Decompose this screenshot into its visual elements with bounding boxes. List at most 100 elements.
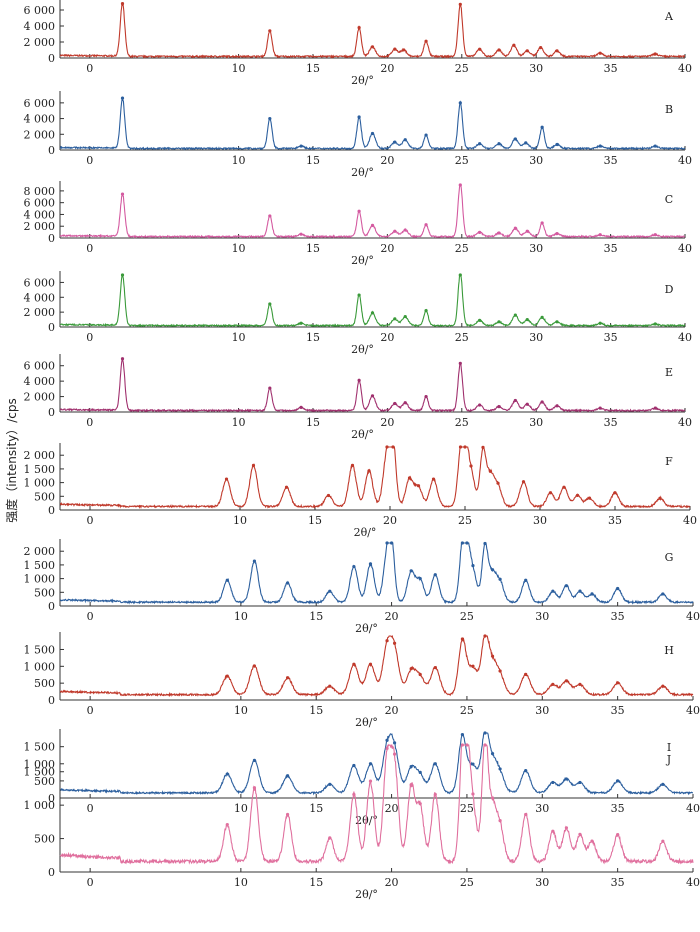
panel-label-J: J [666,753,671,766]
peak-point [458,361,462,365]
x-tick-label: 40 [678,242,692,255]
y-tick-label: 1 500 [24,643,56,656]
peak-point [268,302,272,306]
peak-point [285,581,290,585]
peak-point [326,493,331,498]
peak-point [578,780,582,785]
peak-point [385,746,389,750]
peak-point [224,477,229,481]
y-tick-label: 0 [48,694,55,707]
x-tick-label: 0 [87,610,94,623]
peak-point [299,321,303,325]
x-tick-label: 15 [306,331,320,344]
y-tick-label: 0 [48,406,55,419]
peak-point [350,463,355,467]
peak-point [424,133,428,137]
peak-point [268,214,272,218]
peak-point [268,386,272,390]
peak-point [578,682,582,686]
peak-point [483,541,487,546]
peak-point [393,47,397,51]
peak-point [392,641,397,645]
x-tick-label: 25 [455,242,469,255]
peak-point [393,229,397,233]
x-tick-label: 15 [306,416,320,429]
x-tick-label: 25 [455,416,469,429]
peak-point [391,445,395,449]
x-tick-label: 0 [86,62,93,75]
peak-point [352,792,356,797]
x-tick-label: 15 [306,62,320,75]
peak-point [551,682,555,686]
xrd-pattern-B [59,96,686,151]
peak-point [252,758,257,762]
peak-point [564,584,569,588]
peak-point [525,317,529,322]
y-tick-label: 1 000 [24,573,56,586]
x-tick-label: 35 [608,514,622,527]
peak-point [368,662,373,666]
peak-point [540,221,544,225]
peak-point [409,667,413,671]
peak-point [120,192,125,196]
x-tick-label: 20 [385,802,399,815]
peak-point [478,47,482,51]
peak-point [616,586,620,591]
peak-point [393,317,397,321]
panel-label-A: A [664,10,674,23]
peak-point [564,826,569,830]
x-tick-label: 40 [678,62,692,75]
peak-point [433,573,437,577]
x-tick-label: 40 [683,514,697,527]
x-tick-label: 35 [611,610,625,623]
peak-point [120,96,125,100]
peak-point [370,223,375,227]
peak-point [225,674,229,678]
peak-point [653,233,657,237]
x-tick-label: 25 [455,331,469,344]
x-tick-label: 0 [86,154,93,167]
peak-point [481,445,485,449]
peak-point [418,802,422,806]
peak-point [490,796,495,800]
xrd-pattern-F [59,446,691,509]
peak-point [540,125,544,129]
peak-point [357,293,361,297]
peak-point [661,592,665,596]
x-tick-label: 10 [232,331,246,344]
peak-point [252,664,257,668]
y-tick-label: 0 [48,144,55,157]
x-tick-label: 30 [529,331,543,344]
y-tick-label: 2 000 [24,391,56,404]
peak-point [251,463,256,467]
peak-point [512,43,516,47]
peak-point [524,769,528,773]
x-tick-label: 25 [455,154,469,167]
peak-point [471,762,475,766]
peak-point [555,49,559,53]
y-tick-label: 500 [34,677,55,690]
y-tick-label: 0 [48,52,55,65]
x-axis-label-H: 2θ/° [355,716,378,729]
x-tick-label: 15 [309,610,323,623]
peak-point [458,2,462,6]
peak-point [403,228,407,232]
peak-point [551,589,555,593]
y-tick-label: 8 000 [24,185,56,198]
x-tick-label: 15 [309,876,323,889]
peak-point [268,29,272,33]
peak-point [524,578,528,582]
peak-point [471,664,475,668]
peak-point [433,762,437,766]
peak-point [424,309,428,313]
y-tick-label: 2 000 [24,36,56,49]
peak-point [525,402,529,406]
peak-point [490,751,495,756]
x-axis-label-C: 2θ/° [351,254,374,267]
peak-point [357,25,361,30]
peak-point [658,496,662,500]
peak-point [661,839,665,843]
peak-point [598,233,602,237]
